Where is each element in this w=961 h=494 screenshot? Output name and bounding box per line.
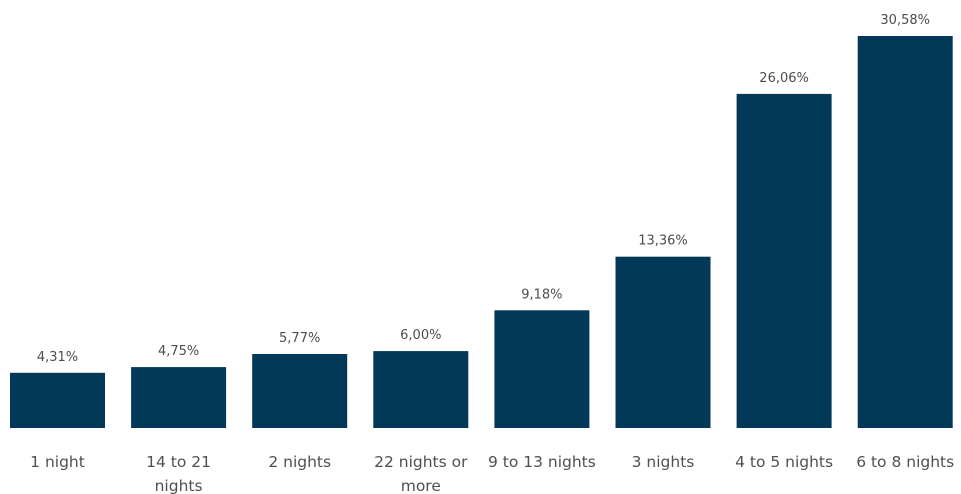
bars-group [10,36,953,429]
category-label-line: 2 nights [268,453,331,471]
category-label-line: 6 to 8 nights [856,453,954,471]
category-label-line: 4 to 5 nights [735,453,833,471]
category-label-5: 3 nights [632,453,695,471]
bar-5 [615,256,711,428]
category-label-line: 1 night [30,453,85,471]
category-label-0: 1 night [30,453,85,471]
category-label-4: 9 to 13 nights [488,453,596,471]
bar-7 [857,36,953,428]
category-label-line: 9 to 13 nights [488,453,596,471]
category-label-1: 14 to 21 nights [146,453,211,494]
category-label-2: 2 nights [268,453,331,471]
category-label-6: 4 to 5 nights [735,453,833,471]
category-label-3: 22 nights or more [374,453,468,494]
bar-0 [10,372,105,428]
category-label-7: 6 to 8 nights [856,453,954,471]
bar-6 [736,93,832,429]
category-label-line: 3 nights [632,453,695,471]
value-label-2: 5,77% [279,331,320,346]
bar-1 [131,367,227,428]
category-labels-group: 1 night 14 to 21 nights 2 nights 22 nights o… [30,453,954,494]
category-label-line: more [401,477,441,494]
category-label-line: 22 nights or [374,453,468,471]
value-label-5: 13,36% [638,234,688,249]
value-label-3: 6,00% [400,328,441,343]
value-label-4: 9,18% [521,287,562,302]
value-label-1: 4,75% [158,344,199,359]
category-label-line: nights [155,477,203,494]
value-label-7: 30,58% [880,13,930,28]
value-labels-group: 4,31% 4,75% 5,77% 6,00% 9,18% 13,36% 26,06% 30,… [37,13,930,365]
bar-4 [494,310,590,428]
bar-3 [373,351,469,428]
category-label-line: 14 to 21 [146,453,211,471]
bar-2 [252,354,348,428]
value-label-0: 4,31% [37,350,78,365]
value-label-6: 26,06% [759,71,809,86]
